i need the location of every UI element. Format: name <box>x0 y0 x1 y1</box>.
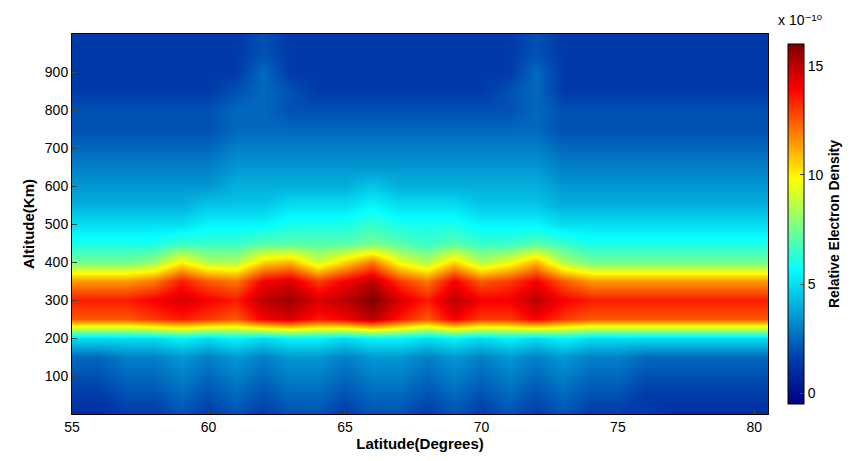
svg-text:700: 700 <box>45 140 69 156</box>
svg-text:0: 0 <box>808 385 816 401</box>
svg-text:x 10⁻¹⁰: x 10⁻¹⁰ <box>778 12 823 28</box>
svg-text:500: 500 <box>45 216 69 232</box>
svg-text:75: 75 <box>610 419 626 435</box>
svg-text:Relative Electron Density: Relative Electron Density <box>826 140 842 308</box>
svg-text:600: 600 <box>45 178 69 194</box>
svg-text:900: 900 <box>45 64 69 80</box>
svg-text:200: 200 <box>45 330 69 346</box>
svg-text:55: 55 <box>64 419 80 435</box>
svg-text:15: 15 <box>808 58 824 74</box>
svg-text:65: 65 <box>337 419 353 435</box>
svg-text:80: 80 <box>747 419 763 435</box>
svg-text:10: 10 <box>808 167 824 183</box>
svg-text:300: 300 <box>45 292 69 308</box>
svg-text:70: 70 <box>474 419 490 435</box>
svg-text:5: 5 <box>808 276 816 292</box>
svg-text:Latitude(Degrees): Latitude(Degrees) <box>356 435 484 452</box>
svg-text:100: 100 <box>45 368 69 384</box>
svg-text:800: 800 <box>45 102 69 118</box>
svg-text:Altitude(Km): Altitude(Km) <box>20 179 37 269</box>
svg-text:60: 60 <box>201 419 217 435</box>
svg-text:400: 400 <box>45 254 69 270</box>
